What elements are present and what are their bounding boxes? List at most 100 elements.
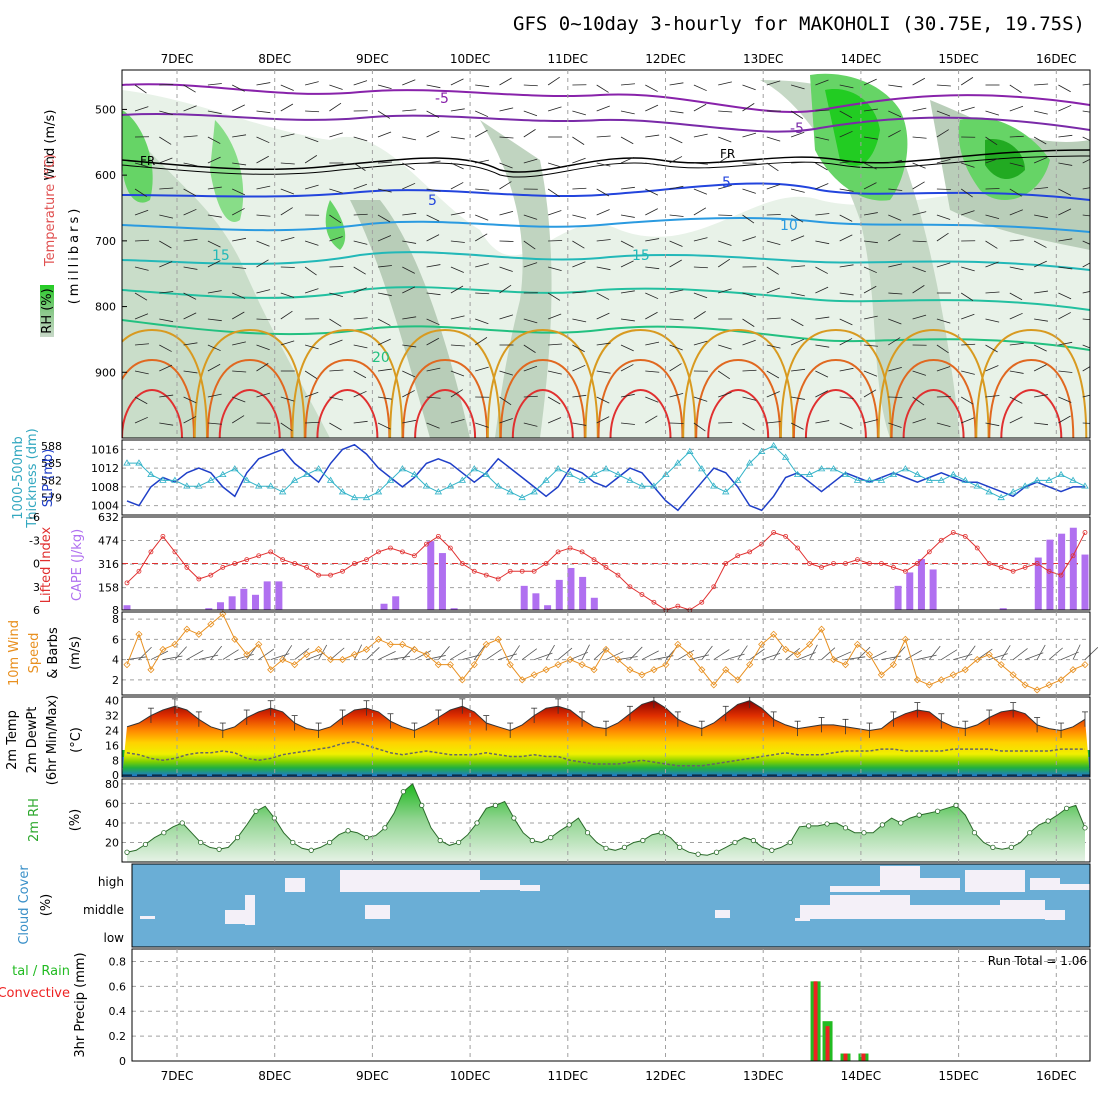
lifted-index-point <box>435 533 441 539</box>
lifted-index-point <box>627 584 633 590</box>
wind-barb <box>1009 416 1023 424</box>
cloud-block <box>920 878 960 890</box>
wind-barb-10m <box>905 650 922 660</box>
wind-barb-10m <box>1072 644 1081 660</box>
wind-barb <box>863 285 877 294</box>
wind-speed-point <box>446 661 454 669</box>
wind-speed-point <box>279 656 287 664</box>
wind-barb-10m <box>725 653 745 660</box>
rh-point <box>419 802 425 808</box>
rh-point <box>732 839 738 846</box>
wind-barb <box>815 240 830 245</box>
wind-barb <box>402 162 415 171</box>
wind-barb <box>1058 266 1073 270</box>
thickness-point <box>805 470 814 478</box>
precip-tick: 0.8 <box>109 955 127 968</box>
wind-barb <box>572 157 586 164</box>
wind-barb <box>232 134 247 138</box>
wind-barb <box>742 339 756 346</box>
wind-barb-10m <box>809 644 818 660</box>
wind-barb <box>183 416 197 424</box>
cloud-block <box>830 895 910 919</box>
wind-barb <box>499 266 513 272</box>
cloud-block <box>480 880 520 890</box>
wind-barb <box>1058 415 1071 424</box>
wind-barb <box>450 389 463 398</box>
warm-contour <box>122 358 195 438</box>
wind-barb <box>888 159 903 164</box>
warm-contour <box>779 328 892 438</box>
rh-wet-area <box>122 110 153 203</box>
axis-tick: 158 <box>98 582 119 595</box>
wind-barb <box>912 77 926 86</box>
wind-speed-point <box>937 676 945 684</box>
thickness-point <box>1033 476 1041 483</box>
wind-barb <box>402 212 417 216</box>
rh-area <box>127 783 1085 862</box>
wind-barb-10m <box>462 654 482 660</box>
wind-speed-point <box>135 630 143 638</box>
cape-bar <box>894 585 902 610</box>
wind-barb <box>1034 290 1049 294</box>
wind-barb <box>985 110 1000 116</box>
wind-barb <box>645 104 659 112</box>
warm-contour <box>609 388 672 438</box>
rh-point <box>142 841 149 848</box>
wind-barb <box>304 184 319 190</box>
rh-point <box>345 828 351 834</box>
wind-barb <box>1034 214 1048 219</box>
wind-barb <box>936 232 949 242</box>
wind-barb <box>450 211 465 216</box>
wind-barb <box>232 266 247 269</box>
wind-barb <box>790 422 804 430</box>
wind-barb <box>329 84 343 90</box>
wind-barb <box>572 344 585 353</box>
cape-bar <box>1046 539 1054 610</box>
wind-barb <box>596 312 610 320</box>
panel-label-precip-total: tal / Rain <box>12 964 70 979</box>
rh-point <box>216 846 222 852</box>
wind-barb <box>402 316 417 320</box>
lifted-index-point <box>891 564 896 570</box>
cape-bar <box>520 585 528 610</box>
wind-barb <box>572 136 585 145</box>
wind-barb <box>450 78 464 86</box>
wind-barb-10m <box>869 650 887 660</box>
panel-label-cloud: Cloud Cover <box>17 865 32 945</box>
wind-speed-point <box>889 661 897 669</box>
wind-barb <box>377 422 391 430</box>
wind-barb <box>961 313 975 320</box>
wind-barb <box>1058 341 1073 346</box>
wind-barb <box>693 133 708 138</box>
wind-barb <box>863 136 878 140</box>
wind-barb <box>596 188 610 197</box>
wind-barb <box>523 214 538 220</box>
cloud-block <box>965 870 1025 892</box>
wind-barb <box>1009 84 1022 93</box>
lifted-index-point <box>483 572 489 578</box>
wind-barb <box>159 344 172 352</box>
wind-speed-point <box>710 681 718 689</box>
wind-barb <box>256 240 270 247</box>
wind-barb <box>183 188 197 197</box>
wind-barb-10m <box>426 655 446 660</box>
wind-barb <box>232 292 246 299</box>
wind-barb <box>329 369 344 372</box>
wind-barb <box>815 390 829 398</box>
wind-barb <box>547 266 562 272</box>
wind-barb <box>475 110 489 118</box>
rh-point <box>695 851 701 857</box>
lifted-index-point <box>843 561 848 566</box>
wind-barb <box>475 318 489 325</box>
wind-barb <box>159 187 174 190</box>
slp-line <box>126 443 1085 512</box>
wind-barb <box>1058 84 1071 93</box>
rh-point <box>308 847 314 853</box>
wind-barb <box>207 214 222 218</box>
upper-air-panel: -5 -5 FR FR 5 5 10 15 15 20 500 600 700 800… <box>40 69 1091 439</box>
wind-barb <box>1033 364 1047 372</box>
wind-barb <box>499 284 512 294</box>
wind-barb-10m <box>1000 645 1011 660</box>
wind-barb <box>693 237 708 242</box>
wind-barb <box>596 84 609 93</box>
